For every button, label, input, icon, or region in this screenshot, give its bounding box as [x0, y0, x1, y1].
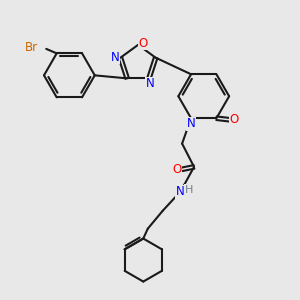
- Text: O: O: [230, 113, 239, 126]
- Text: O: O: [172, 163, 182, 176]
- Text: O: O: [139, 37, 148, 50]
- Text: Br: Br: [25, 41, 38, 55]
- Text: N: N: [146, 77, 155, 90]
- Text: H: H: [185, 185, 193, 195]
- Text: N: N: [187, 117, 195, 130]
- Text: N: N: [111, 51, 119, 64]
- Text: N: N: [176, 185, 184, 199]
